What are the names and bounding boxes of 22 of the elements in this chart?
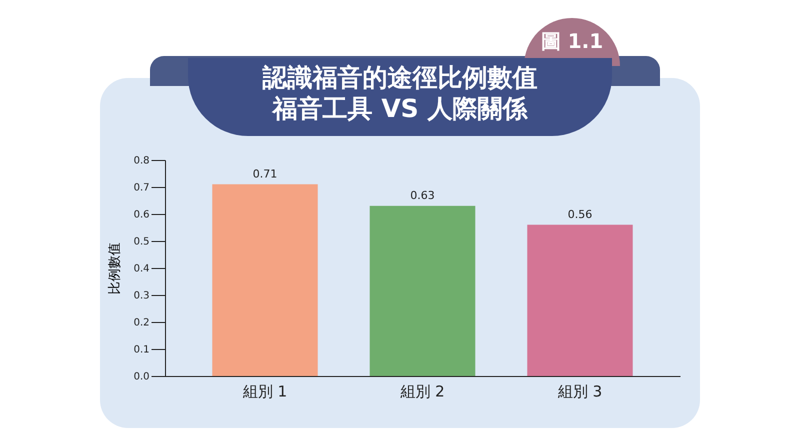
y-axis-title: 比例數值 [108,242,123,294]
y-tick-label: 0.7 [134,182,150,194]
y-tick-label: 0.2 [134,318,150,328]
bar [212,184,318,376]
caption: 圖 1.1 [540,29,604,53]
x-tick-label: 組別 1 [242,382,288,400]
y-tick-label: 0.3 [134,290,150,302]
y-tick-label: 0.1 [134,344,150,356]
bar [527,224,633,376]
data-label: 0.63 [410,188,435,202]
y-tick-label: 0.5 [134,236,150,248]
x-tick-label: 組別 2 [399,382,445,400]
y-tick-label: 0.4 [134,264,150,274]
x-tick-label: 組別 3 [556,382,602,400]
data-label: 0.56 [568,208,592,221]
chart-subtitle: 福音工具 VS 人際關係 [270,93,529,124]
y-tick-label: 0.8 [134,156,150,166]
y-tick-label: 0.0 [134,372,150,382]
bar [370,206,476,376]
chart-title: 認識福音的途徑比例數值 [261,62,538,93]
y-tick-label: 0.6 [134,210,150,220]
data-label: 0.71 [252,167,278,180]
